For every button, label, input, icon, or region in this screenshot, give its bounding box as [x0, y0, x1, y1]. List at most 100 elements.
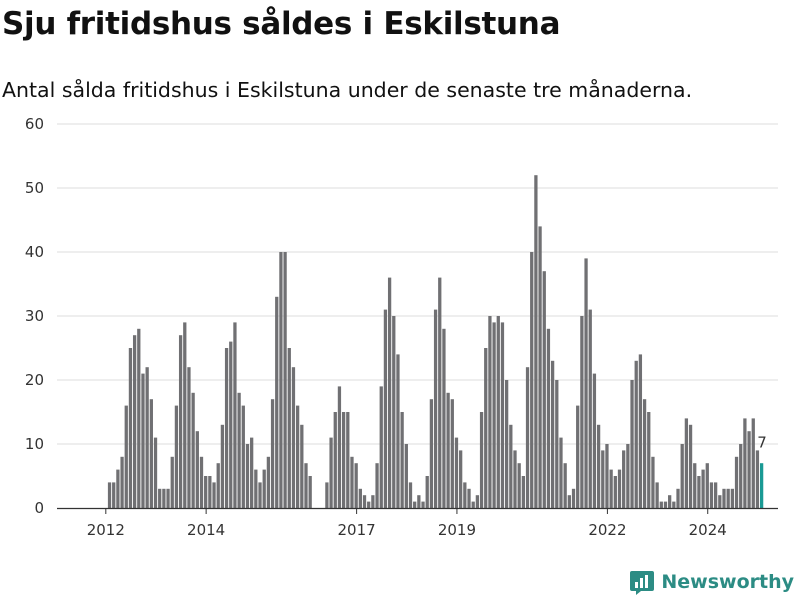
- bar: [141, 373, 145, 508]
- bar: [124, 405, 128, 508]
- bar: [229, 341, 233, 508]
- bar: [279, 252, 283, 508]
- bar: [107, 482, 112, 508]
- bar: [438, 277, 442, 508]
- y-tick-label: 20: [25, 371, 44, 389]
- bar: [701, 469, 705, 508]
- chart-subtitle: Antal sålda fritidshus i Eskilstuna unde…: [2, 78, 693, 102]
- bar: [362, 495, 367, 508]
- x-tick-label: 2019: [438, 521, 476, 539]
- bar: [199, 456, 204, 508]
- data-labels: 7: [757, 433, 767, 451]
- bar: [546, 328, 551, 508]
- bar: [379, 386, 383, 508]
- bar: [592, 373, 597, 508]
- bar: [630, 380, 634, 508]
- bar: [609, 469, 613, 508]
- x-axis: 2012 2014 2017 2019 2022 2024: [57, 507, 778, 539]
- bar: [337, 386, 342, 508]
- bar: [559, 437, 563, 508]
- bar: [697, 476, 701, 508]
- bar: [479, 412, 484, 508]
- bar: [538, 226, 542, 508]
- bar: [534, 175, 538, 508]
- bar: [684, 418, 689, 508]
- bar: [383, 309, 388, 508]
- bar: [555, 380, 559, 508]
- bar: [709, 482, 714, 508]
- bar: [358, 488, 362, 508]
- bar: [258, 482, 262, 508]
- bar: [350, 456, 354, 508]
- bar: [392, 316, 396, 508]
- bar: [647, 412, 651, 508]
- bar: [459, 450, 463, 508]
- brand-name: Newsworthy: [661, 571, 794, 593]
- bar: [170, 456, 174, 508]
- x-tick-label: 2012: [87, 521, 125, 539]
- bar: [492, 322, 496, 508]
- bar: [208, 476, 212, 508]
- bar: [287, 348, 291, 508]
- bar: [425, 476, 429, 508]
- bar: [672, 501, 676, 508]
- bar: [421, 501, 425, 508]
- y-tick-label: 10: [25, 435, 44, 453]
- bar: [530, 252, 534, 508]
- newsworthy-logo-icon: [630, 571, 655, 595]
- bar: [112, 482, 116, 508]
- bar: [634, 360, 638, 508]
- x-tick-label: 2014: [187, 521, 225, 539]
- bar: [517, 463, 521, 508]
- bar: [254, 469, 258, 508]
- bar: [308, 476, 312, 508]
- bar: [137, 328, 141, 508]
- bar: [617, 469, 622, 508]
- bar: [275, 296, 279, 508]
- bar: [668, 495, 672, 508]
- y-tick-label: 0: [34, 499, 44, 517]
- bar: [688, 424, 693, 508]
- bar: [187, 367, 191, 508]
- bar: [433, 309, 438, 508]
- bar: [584, 258, 588, 508]
- bar: [153, 437, 158, 508]
- bar: [605, 444, 609, 508]
- bar: [718, 495, 722, 508]
- bar: [145, 367, 149, 508]
- bar: [571, 488, 576, 508]
- bar: [655, 482, 659, 508]
- bar: [739, 444, 743, 508]
- bar: [626, 444, 630, 508]
- bar: [596, 424, 601, 508]
- bar: [178, 335, 183, 508]
- bar: [751, 418, 755, 508]
- bar: [513, 450, 517, 508]
- bar: [588, 309, 592, 508]
- bar: [429, 399, 434, 508]
- bar: [396, 354, 400, 508]
- bar: [730, 488, 734, 508]
- bar: [500, 322, 505, 508]
- bar: [613, 476, 617, 508]
- bar: [442, 328, 446, 508]
- bar: [722, 488, 726, 508]
- bar: [233, 322, 237, 508]
- bar: [166, 488, 170, 508]
- bar: [325, 482, 329, 508]
- bar: [676, 488, 680, 508]
- bar: [567, 495, 571, 508]
- bar: [505, 380, 509, 508]
- bar: [714, 482, 718, 508]
- bar: [467, 488, 471, 508]
- bar: [463, 482, 467, 508]
- bar: [224, 348, 229, 508]
- bar: [367, 501, 371, 508]
- bar: [488, 316, 492, 508]
- bar: [693, 463, 697, 508]
- bar: [496, 316, 500, 508]
- bar: [726, 488, 730, 508]
- x-tick-label: 2017: [338, 521, 376, 539]
- bar: [471, 501, 475, 508]
- bar: [158, 488, 162, 508]
